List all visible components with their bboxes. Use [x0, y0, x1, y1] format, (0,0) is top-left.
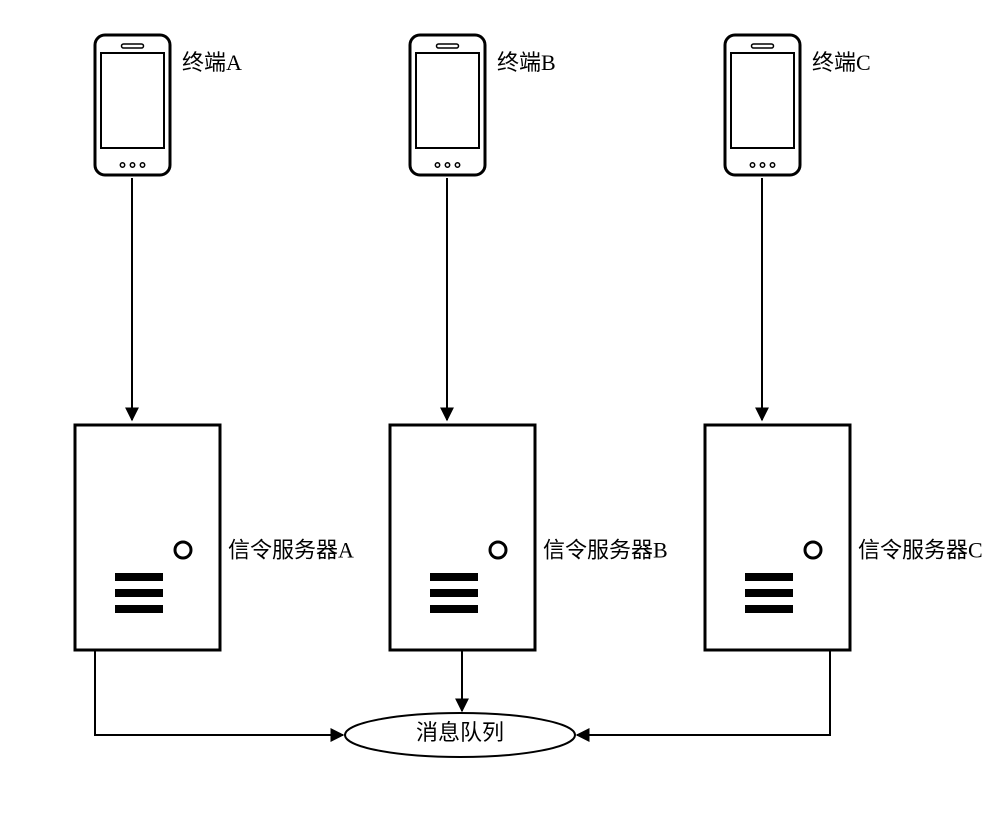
terminal-phone-C: 终端C [725, 35, 871, 175]
message-queue-label: 消息队列 [416, 720, 504, 745]
signaling-server-B: 信令服务器B [390, 425, 668, 650]
server-label-C: 信令服务器C [858, 538, 983, 563]
signaling-server-C: 信令服务器C [705, 425, 983, 650]
server-label-B: 信令服务器B [543, 538, 668, 563]
terminal-label-C: 终端C [812, 50, 871, 75]
terminal-label-B: 终端B [497, 50, 556, 75]
terminal-phone-B: 终端B [410, 35, 556, 175]
arrow-server-A-to-queue [95, 650, 343, 735]
terminal-label-A: 终端A [182, 50, 242, 75]
arrow-server-C-to-queue [577, 650, 830, 735]
terminal-phone-A: 终端A [95, 35, 242, 175]
message-queue: 消息队列 [345, 713, 575, 757]
architecture-diagram: 终端A 终端B 终端C 信令服务器A 信令服务器B 信令服务器C 消息队列 [0, 0, 1000, 817]
server-label-A: 信令服务器A [228, 538, 354, 563]
signaling-server-A: 信令服务器A [75, 425, 354, 650]
